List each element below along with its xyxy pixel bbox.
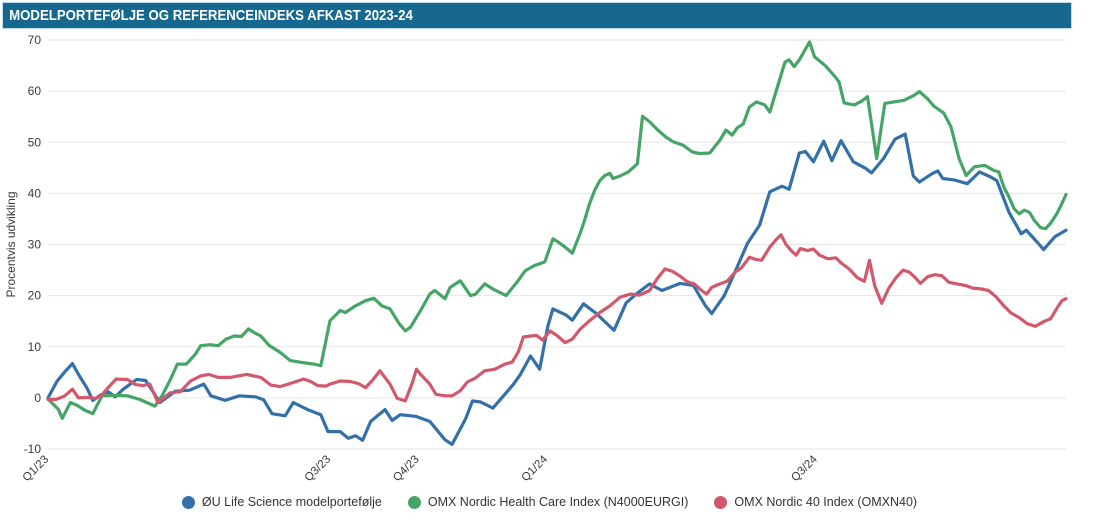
chart-title-bar: MODELPORTEFØLJE OG REFERENCEINDEKS AFKAS… — [2, 2, 1072, 29]
y-tick-label: 10 — [28, 340, 42, 354]
legend-label: OMX Nordic Health Care Index (N4000EURGI… — [427, 495, 689, 509]
chart-title: MODELPORTEFØLJE OG REFERENCEINDEKS AFKAS… — [9, 7, 413, 24]
y-tick-label: 20 — [28, 289, 42, 303]
series-line-1 — [46, 40, 1068, 420]
x-tick-label: Q3/24 — [789, 453, 820, 484]
x-tick-label: Q4/23 — [391, 453, 422, 484]
y-tick-label: 40 — [28, 186, 42, 200]
y-tick-label: -10 — [24, 442, 42, 456]
y-tick-label: 60 — [28, 84, 42, 98]
y-tick-label: 0 — [34, 391, 41, 405]
legend-dot-icon — [181, 495, 195, 509]
x-tick-label: Q1/23 — [21, 453, 52, 484]
legend-item-0: ØU Life Science modelportefølje — [181, 495, 382, 509]
y-tick-label: 50 — [28, 135, 42, 149]
legend-dot-icon — [714, 495, 728, 509]
legend-label: OMX Nordic 40 Index (OMXN40) — [734, 495, 918, 509]
legend-label: ØU Life Science modelportefølje — [201, 495, 382, 509]
legend-item-1: OMX Nordic Health Care Index (N4000EURGI… — [407, 495, 689, 509]
legend-item-2: OMX Nordic 40 Index (OMXN40) — [714, 495, 917, 509]
y-tick-label: 70 — [28, 33, 42, 47]
x-tick-label: Q3/23 — [303, 453, 334, 484]
series-line-0 — [46, 132, 1068, 446]
y-axis-title: Procentvis udvikling — [4, 191, 18, 297]
x-tick-label: Q1/24 — [519, 453, 550, 484]
legend-dot-icon — [407, 495, 421, 509]
y-tick-label: 30 — [28, 238, 42, 252]
series-line-2 — [46, 233, 1068, 405]
chart-legend: ØU Life Science modelportefølje OMX Nordi… — [0, 495, 1099, 509]
